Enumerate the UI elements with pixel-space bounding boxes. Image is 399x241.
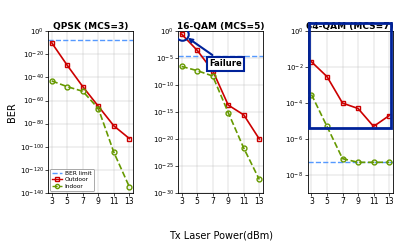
Title: QPSK (MCS=3): QPSK (MCS=3) <box>53 21 128 31</box>
Title: 16-QAM (MCS=5): 16-QAM (MCS=5) <box>177 21 264 31</box>
Y-axis label: BER: BER <box>7 102 17 122</box>
Text: Tx Laser Power(dBm): Tx Laser Power(dBm) <box>170 231 273 241</box>
Title: 64-QAM (MCS=7): 64-QAM (MCS=7) <box>306 21 394 31</box>
Text: Failure: Failure <box>190 39 241 68</box>
Legend: BER limit, Outdoor, Indoor: BER limit, Outdoor, Indoor <box>49 169 94 191</box>
